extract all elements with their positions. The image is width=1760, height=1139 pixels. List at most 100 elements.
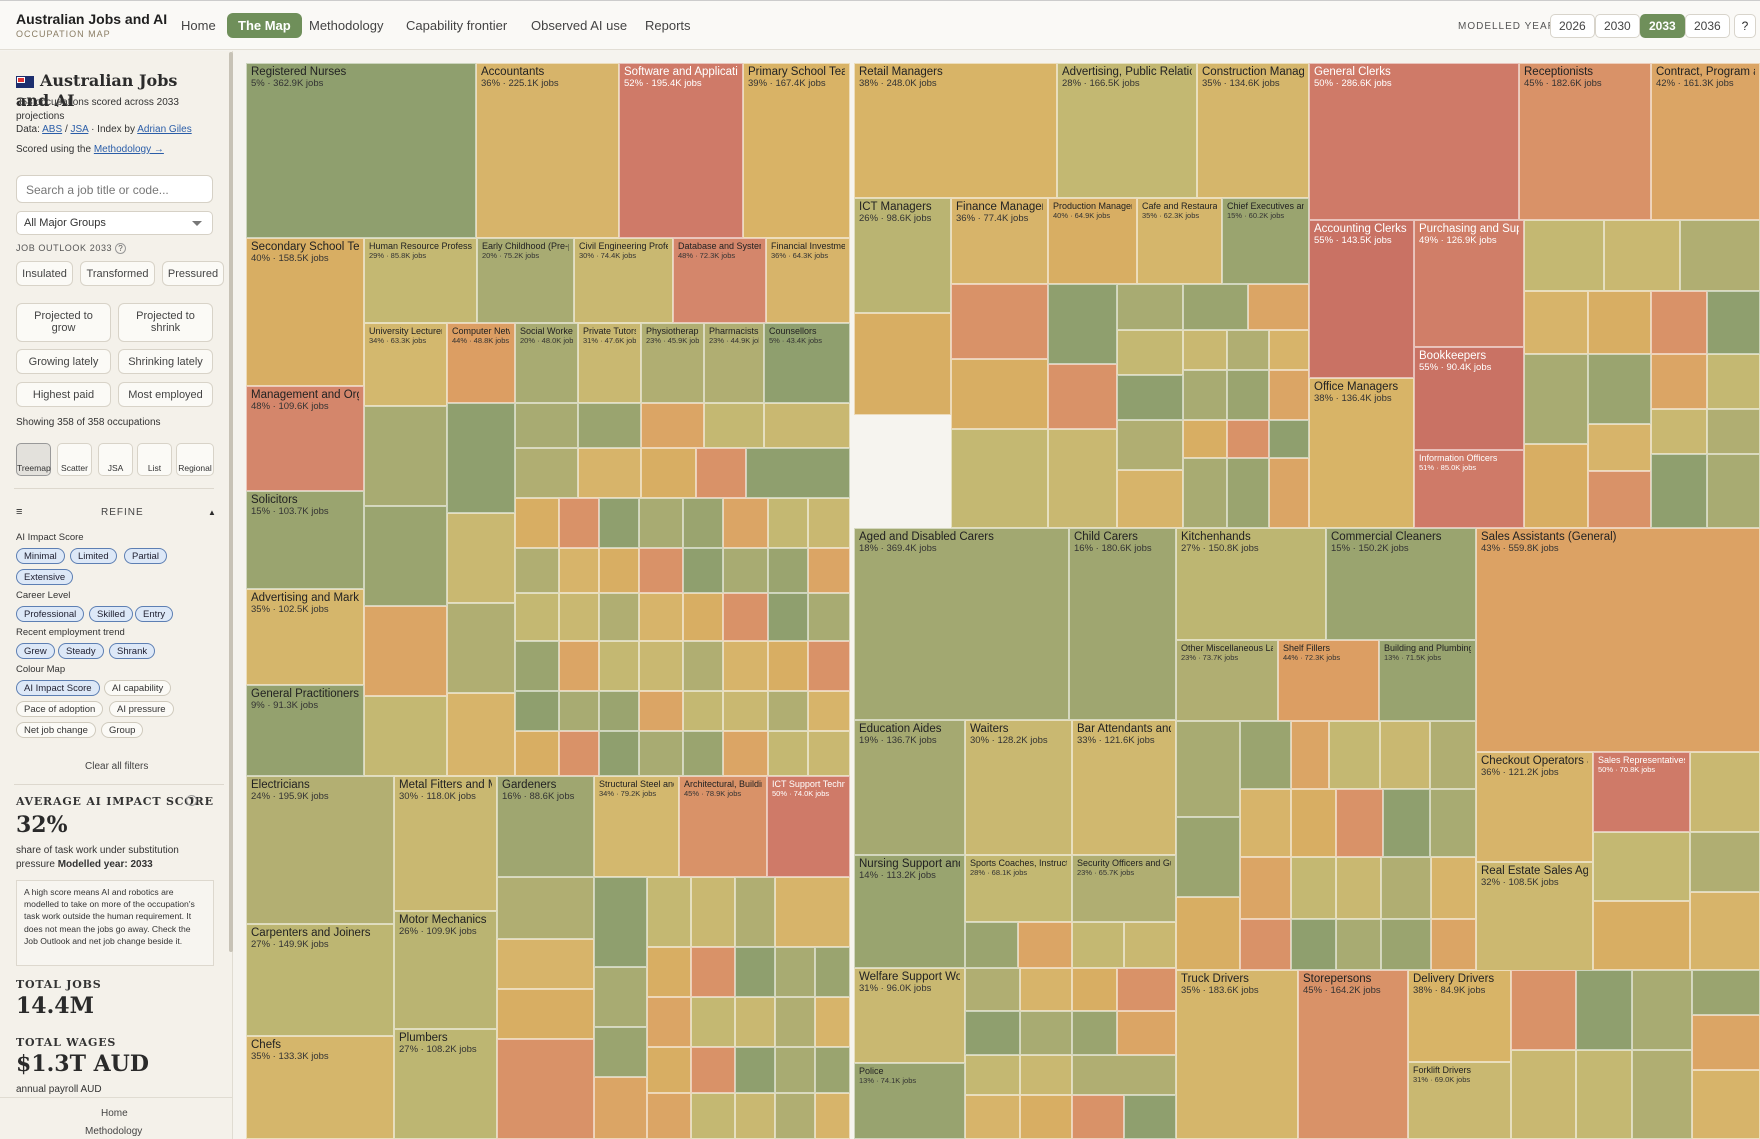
treemap-cell[interactable]: Storepersons 45% · 164.2K jobs: [1298, 970, 1408, 1139]
year-2030-button[interactable]: 2030: [1595, 14, 1640, 38]
treemap-cell[interactable]: [735, 877, 775, 947]
treemap-cell[interactable]: [639, 548, 683, 593]
treemap-cell[interactable]: [578, 448, 641, 498]
treemap-cell[interactable]: [1048, 284, 1117, 364]
treemap-cell[interactable]: Management and Organisation Analysts48% …: [246, 386, 364, 491]
treemap-cell[interactable]: [1227, 330, 1269, 370]
treemap-cell[interactable]: [1431, 919, 1476, 970]
treemap-cell[interactable]: [515, 498, 559, 548]
treemap-cell[interactable]: [1072, 922, 1124, 968]
treemap-cell[interactable]: [1117, 330, 1183, 375]
treemap-cell[interactable]: [768, 548, 808, 593]
view-regional-button[interactable]: Regional: [176, 443, 214, 476]
treemap-cell[interactable]: [1511, 1050, 1576, 1139]
treemap-cell[interactable]: [815, 947, 850, 997]
treemap-cell[interactable]: [1117, 284, 1183, 330]
treemap-cell[interactable]: [641, 448, 696, 498]
treemap-cell[interactable]: [1588, 471, 1651, 528]
treemap-cell[interactable]: Finance Managers 36% · 77.4K jobs: [951, 198, 1048, 284]
nav-observed-ai-use[interactable]: Observed AI use: [531, 18, 628, 33]
treemap-cell[interactable]: [683, 548, 723, 593]
treemap-cell[interactable]: Bookkeepers 55% · 90.4K jobs: [1414, 347, 1524, 450]
treemap-cell[interactable]: Welfare Support Workers31% · 96.0K jobs: [854, 968, 965, 1063]
treemap-cell[interactable]: [639, 641, 683, 691]
treemap-cell[interactable]: Private Tutors and Teachers31% · 47.6K j…: [578, 323, 641, 403]
treemap-cell[interactable]: [691, 1093, 735, 1139]
treemap-cell[interactable]: [965, 1011, 1020, 1055]
treemap-cell[interactable]: [1690, 892, 1760, 970]
treemap-cell[interactable]: Nursing Support and Personal Care Worker…: [854, 855, 965, 968]
treemap-cell[interactable]: Purchasing and Supply Logistics Clerks49…: [1414, 220, 1524, 347]
treemap-cell[interactable]: [815, 997, 850, 1047]
treemap-cell[interactable]: [1690, 752, 1760, 832]
treemap-cell[interactable]: [1124, 922, 1176, 968]
treemap-cell[interactable]: [1651, 354, 1707, 409]
treemap-cell[interactable]: Plumbers 27% · 108.2K jobs: [394, 1029, 497, 1139]
treemap-cell[interactable]: Advertising, Public Relations and Sales …: [1057, 63, 1197, 198]
treemap-cell[interactable]: ICT Support Technicians50% · 74.0K jobs: [767, 776, 850, 877]
treemap-cell[interactable]: Gardeners 16% · 88.6K jobs: [497, 776, 594, 877]
pressured-button[interactable]: Pressured: [162, 261, 224, 286]
treemap-cell[interactable]: Kitchenhands 27% · 150.8K jobs: [1176, 528, 1326, 640]
treemap-cell[interactable]: [1336, 857, 1381, 919]
treemap-cell[interactable]: [704, 403, 764, 448]
treemap-cell[interactable]: [1381, 857, 1431, 919]
year-2033-button[interactable]: 2033: [1640, 14, 1685, 38]
treemap-cell[interactable]: [515, 593, 559, 641]
treemap-cell[interactable]: [1651, 409, 1707, 454]
treemap-cell[interactable]: [1291, 789, 1336, 857]
treemap-cell[interactable]: Receptionists 45% · 182.6K jobs: [1519, 63, 1651, 220]
treemap-cell[interactable]: [1248, 284, 1309, 330]
treemap-cell[interactable]: [1183, 284, 1248, 330]
treemap-cell[interactable]: [1124, 1095, 1176, 1139]
help-button[interactable]: ?: [1734, 14, 1756, 38]
treemap-cell[interactable]: [1072, 968, 1117, 1011]
abs-link[interactable]: ABS: [42, 124, 63, 135]
treemap-cell[interactable]: [1176, 721, 1240, 817]
refine-header[interactable]: REFINE: [101, 507, 144, 518]
treemap-cell[interactable]: [808, 731, 850, 776]
chip-entry[interactable]: Entry: [135, 606, 174, 622]
info-icon[interactable]: ?: [186, 795, 197, 806]
author-link[interactable]: Adrian Giles: [137, 124, 192, 135]
treemap-cell[interactable]: [364, 696, 447, 776]
methodology-link[interactable]: Methodology →: [93, 144, 164, 155]
treemap-cell[interactable]: [965, 922, 1018, 968]
insulated-button[interactable]: Insulated: [16, 261, 73, 286]
treemap-cell[interactable]: Real Estate Sales Agents32% · 108.5K job…: [1476, 862, 1593, 971]
treemap-cell[interactable]: [768, 641, 808, 691]
treemap-cell[interactable]: [683, 593, 723, 641]
treemap-cell[interactable]: Truck Drivers 35% · 183.6K jobs: [1176, 970, 1298, 1139]
treemap-cell[interactable]: [768, 691, 808, 731]
projected-shrink-button[interactable]: Projected to shrink: [118, 303, 213, 342]
treemap-cell[interactable]: [1680, 220, 1760, 291]
treemap-cell[interactable]: [497, 1039, 594, 1139]
treemap-cell[interactable]: [965, 1095, 1020, 1139]
treemap-cell[interactable]: Information Officers 51% · 85.0K jobs: [1414, 450, 1524, 528]
treemap-cell[interactable]: [1593, 901, 1690, 970]
chip-net-job-change[interactable]: Net job change: [16, 722, 96, 738]
treemap-cell[interactable]: [647, 1093, 691, 1139]
treemap-cell[interactable]: [599, 731, 639, 776]
treemap-cell[interactable]: [639, 498, 683, 548]
treemap-cell[interactable]: [1524, 354, 1588, 444]
treemap-cell[interactable]: [1020, 1055, 1072, 1095]
treemap-cell[interactable]: [599, 691, 639, 731]
treemap-cell[interactable]: [1692, 1070, 1760, 1139]
treemap-cell[interactable]: [599, 548, 639, 593]
treemap-cell[interactable]: [594, 1027, 647, 1077]
treemap-cell[interactable]: [559, 593, 599, 641]
collapse-icon[interactable]: ▲: [208, 508, 216, 517]
treemap-cell[interactable]: Office Managers 38% · 136.4K jobs: [1309, 378, 1414, 528]
treemap-cell[interactable]: [594, 1077, 647, 1139]
treemap-cell[interactable]: Production Managers 40% · 64.9K jobs: [1048, 198, 1137, 284]
treemap-cell[interactable]: [1020, 1011, 1072, 1055]
treemap-cell[interactable]: Secondary School Teachers40% · 158.5K jo…: [246, 238, 364, 386]
treemap-cell[interactable]: [515, 641, 559, 691]
treemap-cell[interactable]: [1707, 291, 1760, 354]
chip-extensive[interactable]: Extensive: [16, 569, 74, 585]
view-treemap-button[interactable]: Treemap: [16, 443, 51, 476]
treemap-cell[interactable]: Registered Nurses 5% · 362.9K jobs: [246, 63, 476, 238]
treemap-cell[interactable]: [497, 939, 594, 989]
most-employed-button[interactable]: Most employed: [118, 382, 213, 407]
